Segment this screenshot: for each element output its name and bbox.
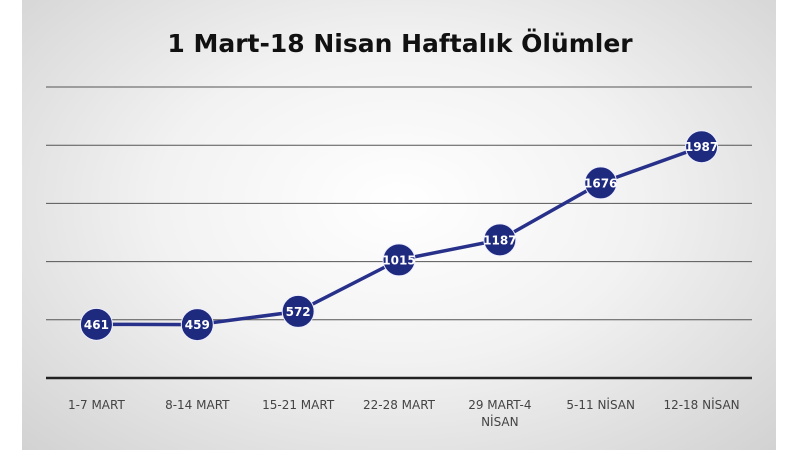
data-label: 461	[84, 318, 109, 332]
data-point	[584, 166, 618, 200]
chart-title: 1 Mart-18 Nisan Haftalık Ölümler	[167, 28, 633, 58]
x-tick-label: 29 MART-4 NİSAN	[468, 398, 532, 429]
data-point	[685, 130, 719, 164]
data-point	[180, 308, 214, 342]
x-tick-label: 22-28 MART	[362, 398, 436, 412]
data-point	[483, 223, 517, 257]
data-label: 1187	[483, 233, 516, 247]
data-label: 1987	[685, 140, 718, 154]
x-tick-label: 5-11 NİSAN	[566, 398, 635, 412]
data-label: 1676	[584, 176, 617, 190]
x-tick-label: 1-7 MART	[68, 398, 125, 412]
x-tick-label: 8-14 MART	[165, 398, 230, 412]
x-tick-label: 15-21 MART	[262, 398, 335, 412]
data-point	[281, 294, 315, 328]
data-label: 459	[185, 318, 210, 332]
data-label: 572	[286, 305, 311, 319]
chart-area	[22, 0, 776, 450]
data-point	[79, 307, 113, 341]
data-point	[382, 243, 416, 277]
x-tick-label: 12-18 NİSAN	[663, 398, 740, 412]
data-label: 1015	[382, 253, 415, 267]
